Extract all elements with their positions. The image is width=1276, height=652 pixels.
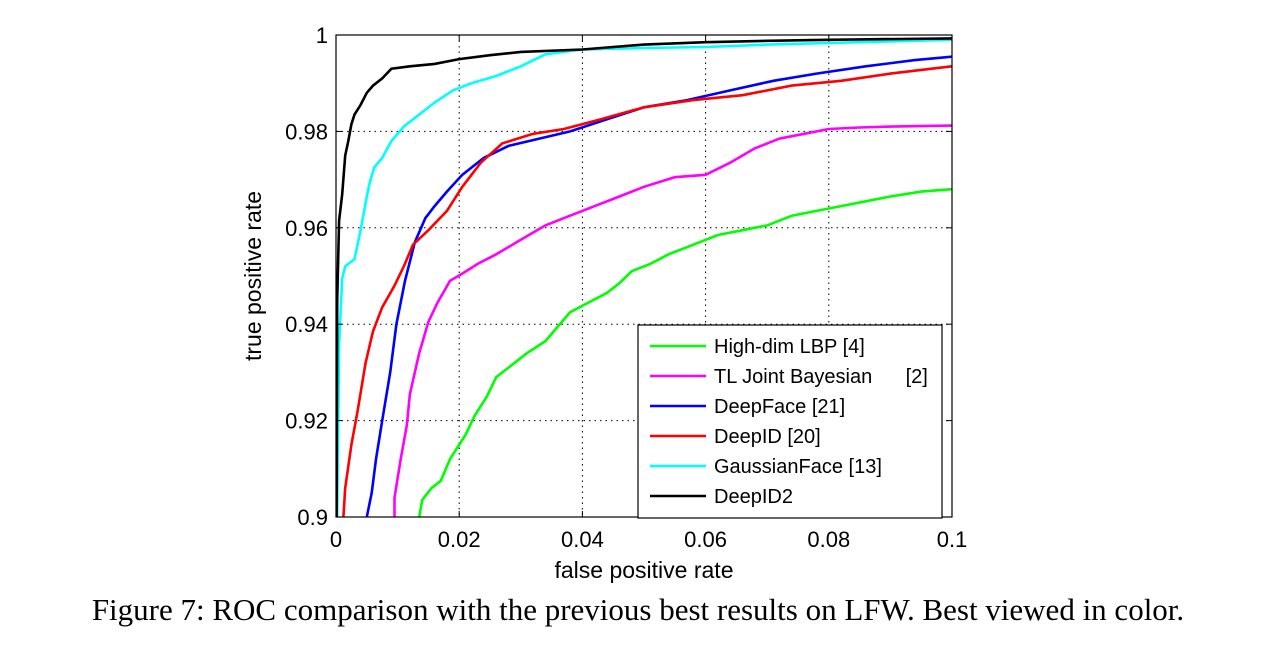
x-tick-label: 0.02 [438,527,481,552]
x-tick-label: 0 [330,527,342,552]
legend: High-dim LBP [4] TL Joint Bayesian [2] Dee… [637,324,943,519]
legend-label: High-dim LBP [4] [714,336,865,358]
x-tick-label: 0.1 [937,527,968,552]
legend-label: DeepID [20] [714,426,821,448]
series-line [342,65,952,517]
y-tick-label: 0.98 [285,119,328,144]
legend-box [637,324,943,519]
series-line [336,38,952,517]
y-tick-label: 0.94 [285,312,328,337]
x-tick-label: 0.06 [684,527,727,552]
y-tick-label: 0.96 [285,216,328,241]
legend-label: DeepID2 [714,486,793,508]
series-lines [336,37,952,517]
y-tick-label: 1 [316,23,328,48]
legend-label: DeepFace [21] [714,396,845,418]
x-axis-label: false positive rate [555,557,734,583]
x-tick-label: 0.04 [561,527,604,552]
series-line [365,55,952,517]
series-line [393,124,952,517]
y-tick-label: 0.92 [285,409,328,434]
legend-label: GaussianFace [13] [714,456,882,478]
series-line [336,37,952,517]
roc-plot: 0 0.02 0.04 0.06 0.08 0.1 0.9 0.92 0.94 0.96 0.98 1… [240,23,967,583]
x-tick-label: 0.08 [807,527,850,552]
y-axis-label: true positive rate [240,191,266,361]
legend-label: TL Joint Bayesian [2] [714,366,928,388]
figure-caption: Figure 7: ROC comparison with the previo… [91,592,1185,627]
y-tick-label: 0.9 [297,505,328,530]
tick-marks: 0 0.02 0.04 0.06 0.08 0.1 0.9 0.92 0.94 0.96 0.98 1 [285,23,967,552]
series-line [417,187,952,517]
